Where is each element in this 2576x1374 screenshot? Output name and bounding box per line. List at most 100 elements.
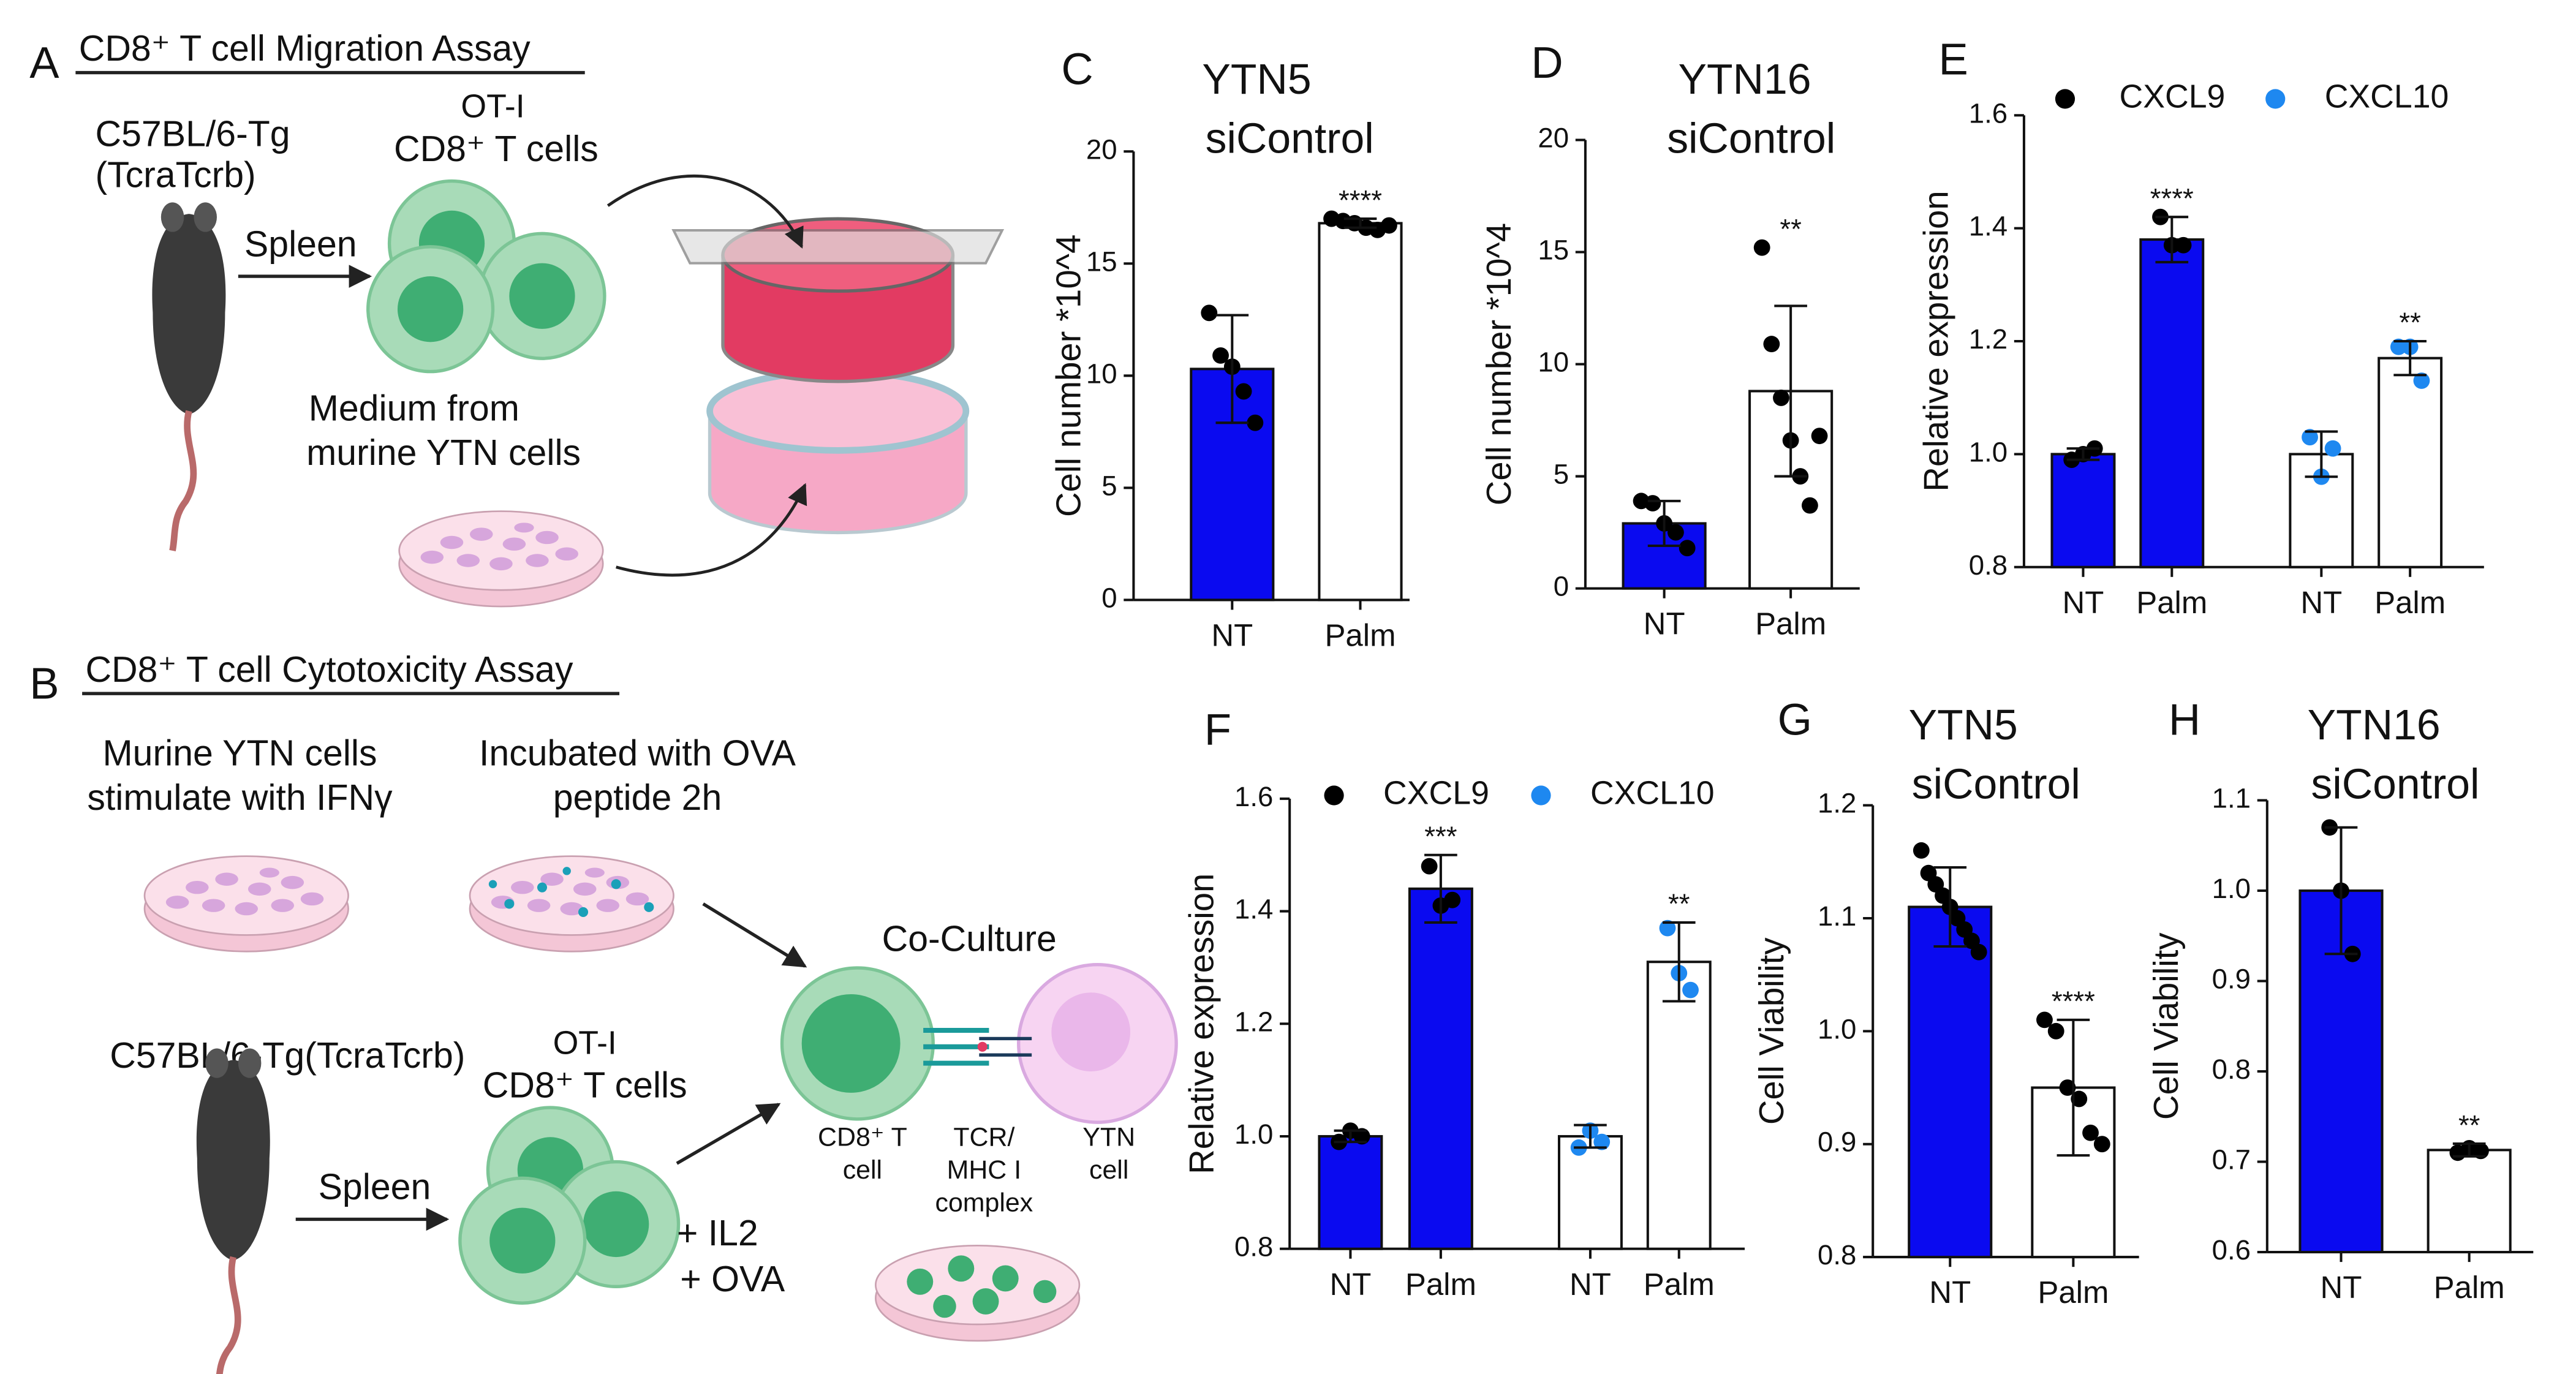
y-tick-label: 0.8	[2212, 1054, 2251, 1085]
data-point	[1811, 428, 1828, 445]
x-tick-label: NT	[2063, 585, 2104, 620]
coculture: Co-Culture	[882, 919, 1057, 959]
mouse	[197, 1048, 270, 1374]
y-tick-label: 1.4	[1969, 211, 2008, 242]
data-point	[1667, 524, 1684, 541]
y-tick-label: 1.1	[1818, 900, 1856, 932]
y-tick-label: 15	[1538, 235, 1569, 266]
chart-title: siControl	[2311, 760, 2479, 808]
y-tick-label: 1.0	[2212, 873, 2251, 904]
data-point	[1913, 842, 1930, 859]
y-tick-label: 1.0	[1234, 1119, 1273, 1150]
cells-label: CD8⁺ T cells	[394, 129, 599, 169]
x-tick-label: NT	[1569, 1267, 1611, 1302]
y-tick-label: 1.6	[1969, 97, 2008, 129]
y-axis-label: Relative expression	[1182, 874, 1221, 1174]
y-tick-label: 0.9	[1818, 1127, 1856, 1158]
bar	[1557, 1134, 1623, 1250]
bar	[1318, 222, 1403, 602]
significance: **	[2399, 307, 2421, 338]
step: Spleen	[244, 224, 357, 264]
y-tick-label: 20	[1538, 123, 1569, 154]
dish	[143, 855, 349, 953]
panel-label: G	[1778, 695, 1812, 745]
x-tick-label: Palm	[1405, 1267, 1476, 1302]
data-point	[1247, 414, 1264, 431]
data-point	[1381, 217, 1397, 234]
cells-label: OT-I	[553, 1024, 617, 1061]
y-tick-label: 1.0	[1818, 1013, 1856, 1044]
y-tick-label: 1.2	[1234, 1006, 1273, 1037]
arrow	[616, 483, 807, 577]
data-point	[2175, 236, 2192, 254]
cell	[480, 233, 605, 358]
data-point	[1763, 336, 1780, 352]
coculture-cells	[780, 963, 1178, 1124]
arrow	[676, 1103, 781, 1165]
x-tick-label: NT	[2300, 585, 2342, 620]
legend-label: CXCL9	[2119, 78, 2225, 115]
legend-label: CXCL10	[1590, 775, 1715, 812]
panel-label: D	[1531, 38, 1563, 88]
data-point	[1235, 383, 1252, 400]
coculture-dish	[875, 1244, 1081, 1342]
y-tick-label: 0	[1101, 582, 1117, 613]
significance: ***	[1424, 821, 1457, 852]
data-point	[2082, 1124, 2099, 1141]
complex-name: TCR/	[953, 1122, 1014, 1152]
data-point	[2413, 372, 2430, 389]
x-tick-label: Palm	[1324, 618, 1396, 653]
cells-label: CD8⁺ T cells	[483, 1065, 687, 1105]
chart-title: YTN5	[1202, 55, 1311, 103]
data-point	[2071, 1090, 2088, 1108]
panel-title: CD8⁺ T cell Migration Assay	[79, 28, 531, 69]
chart-title: YTN5	[1909, 701, 2018, 749]
y-tick-label: 1.0	[1969, 436, 2008, 467]
data-point	[1679, 540, 1696, 557]
y-tick-label: 15	[1086, 246, 1117, 277]
x-tick-label: Palm	[2434, 1270, 2505, 1305]
significance: **	[1668, 888, 1690, 919]
chart-title: YTN16	[1679, 55, 1811, 103]
stimulation: Murine YTN cells	[103, 733, 377, 774]
y-axis-label: Cell Viability	[2147, 932, 2185, 1120]
stimulation: stimulate with IFNγ	[87, 777, 393, 818]
chart-title: siControl	[1667, 115, 1835, 162]
cell-name: YTN	[1082, 1122, 1135, 1152]
y-tick-label: 0.8	[1969, 549, 2008, 581]
cell-name: cell	[1089, 1155, 1128, 1185]
data-point	[1801, 497, 1818, 514]
x-tick-label: NT	[1211, 618, 1253, 653]
chart-title: YTN16	[2308, 701, 2441, 749]
significance: ****	[1339, 184, 1382, 216]
bar	[1646, 961, 1712, 1250]
data-point	[1753, 239, 1770, 256]
panel-label: H	[2169, 695, 2200, 745]
y-tick-label: 1.4	[1234, 894, 1273, 925]
dish	[398, 510, 604, 608]
bar	[2050, 453, 2116, 568]
panel-label: F	[1204, 705, 1231, 755]
legend-marker	[2265, 89, 2286, 109]
addition: + OVA	[680, 1259, 785, 1299]
addition: + IL2	[677, 1213, 758, 1253]
y-tick-label: 1.2	[1969, 323, 2008, 355]
chart-title: siControl	[1912, 760, 2080, 808]
y-tick-label: 10	[1086, 358, 1117, 389]
y-tick-label: 5	[1101, 470, 1117, 501]
data-point	[1353, 1128, 1370, 1145]
transwell	[671, 217, 1005, 535]
incubation: Incubated with OVA	[479, 733, 796, 774]
bar	[1908, 905, 1993, 1259]
significance: **	[1780, 213, 1802, 244]
y-tick-label: 20	[1086, 134, 1117, 165]
medium: murine YTN cells	[306, 432, 581, 473]
strain: (TcraTcrb)	[96, 155, 256, 195]
y-tick-label: 0.6	[2212, 1234, 2251, 1266]
data-point	[1970, 943, 1987, 961]
y-tick-label: 0.8	[1234, 1231, 1273, 1263]
arrow	[702, 902, 807, 968]
panel-label: B	[29, 659, 59, 709]
bar	[2378, 357, 2443, 568]
